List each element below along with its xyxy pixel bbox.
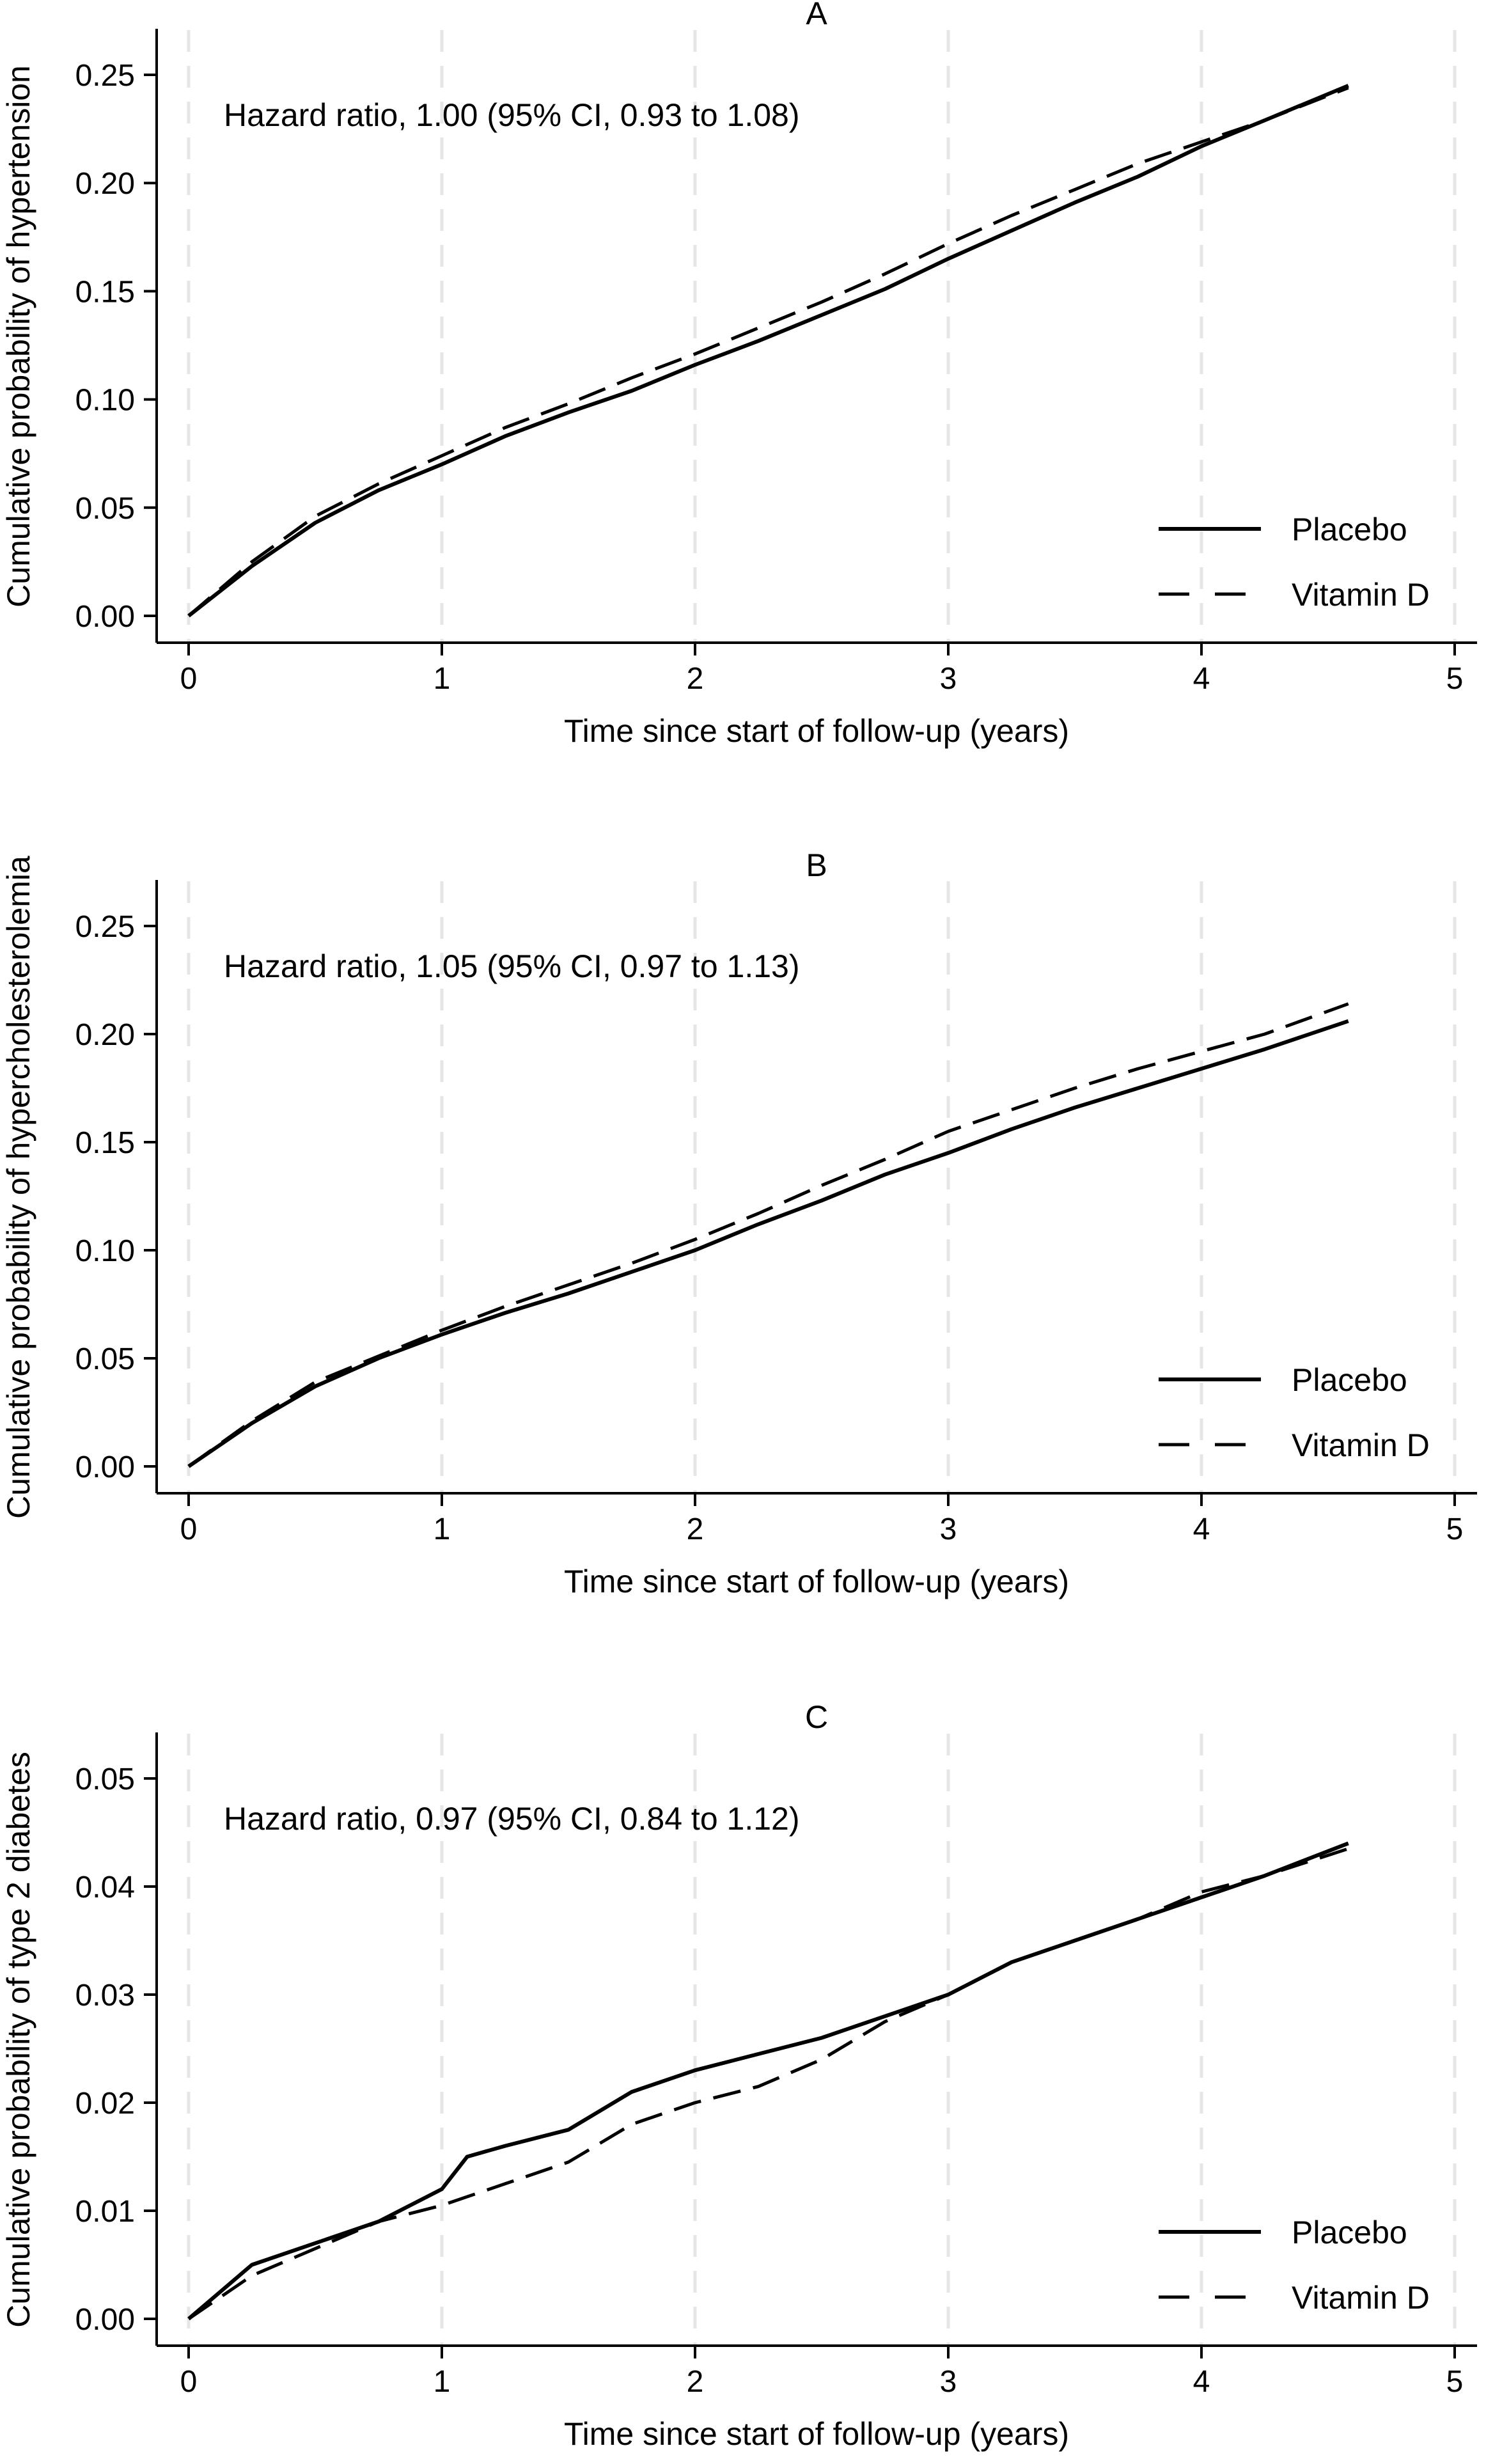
y-axis-label: Cumulative probability of hypercholester…: [1, 856, 36, 1519]
x-axis-label: Time since start of follow-up (years): [564, 713, 1069, 749]
y-tick-label: 0.02: [75, 2087, 135, 2121]
x-tick-label: 1: [434, 662, 451, 696]
legend-label: Vitamin D: [1292, 2280, 1430, 2316]
y-tick-label: 0.05: [75, 1342, 135, 1376]
legend: Placebo Vitamin D: [1159, 1362, 1430, 1463]
y-tick-label: 0.15: [75, 275, 135, 309]
y-tick-label: 0.05: [75, 492, 135, 526]
y-tick-label: 0.25: [75, 910, 135, 944]
series-line-placebo: [187, 1019, 1349, 1468]
y-tick-label: 0.10: [75, 384, 135, 418]
series-line-placebo: [187, 84, 1349, 618]
x-tick-label: 1: [434, 1512, 451, 1546]
legend-label: Placebo: [1292, 1362, 1407, 1398]
y-axis-label: Cumulative probability of type 2 diabete…: [1, 1752, 36, 2328]
y-tick-label: 0.04: [75, 1871, 135, 1904]
x-axis-label: Time since start of follow-up (years): [564, 2416, 1069, 2452]
y-tick-label: 0.10: [75, 1234, 135, 1268]
x-tick-label: 5: [1446, 1512, 1464, 1546]
x-tick-label: 4: [1193, 2365, 1210, 2399]
x-tick-label: 4: [1193, 662, 1210, 696]
x-tick-label: 2: [687, 1512, 704, 1546]
panel-title: B: [806, 847, 827, 883]
y-tick-label: 0.03: [75, 1979, 135, 2013]
hazard-ratio-annotation: Hazard ratio, 0.97 (95% CI, 0.84 to 1.12…: [224, 1801, 800, 1837]
y-tick-label: 0.05: [75, 1762, 135, 1796]
y-tick-label: 0.00: [75, 600, 135, 634]
y-tick-label: 0.00: [75, 2303, 135, 2337]
x-tick-label: 3: [940, 1512, 957, 1546]
series-line-vitamin-d: [187, 1002, 1349, 1468]
x-tick-label: 0: [180, 662, 198, 696]
x-tick-label: 2: [687, 662, 704, 696]
chart-panel-c: 0.00 0.01 0.02 0.03 0.04 0.05 0 1 2 3 4 5 C Hazard ra…: [1, 1699, 1477, 2452]
legend-label: Placebo: [1292, 512, 1407, 547]
x-tick-label: 3: [940, 662, 957, 696]
panel-title: C: [805, 1699, 828, 1735]
legend-label: Vitamin D: [1292, 577, 1430, 613]
x-tick-label: 0: [180, 1512, 198, 1546]
y-tick-label: 0.25: [75, 59, 135, 93]
y-tick-label: 0.15: [75, 1126, 135, 1160]
legend: Placebo Vitamin D: [1159, 2215, 1430, 2316]
y-tick-label: 0.20: [75, 167, 135, 201]
series-line-vitamin-d: [187, 1847, 1349, 2321]
y-tick-label: 0.01: [75, 2195, 135, 2229]
x-tick-label: 5: [1446, 662, 1464, 696]
y-axis-label: Cumulative probability of hypertension: [1, 65, 36, 608]
chart-panel-a: 0.00 0.05 0.10 0.15 0.20 0.25 0 1 2 3 4 5 A Hazard ra…: [1, 0, 1477, 749]
legend-label: Vitamin D: [1292, 1427, 1430, 1463]
y-tick-label: 0.20: [75, 1018, 135, 1052]
x-tick-label: 0: [180, 2365, 198, 2399]
hazard-ratio-annotation: Hazard ratio, 1.05 (95% CI, 0.97 to 1.13…: [224, 948, 800, 984]
x-tick-label: 3: [940, 2365, 957, 2399]
legend: Placebo Vitamin D: [1159, 512, 1430, 613]
x-tick-label: 5: [1446, 2365, 1464, 2399]
series-line-vitamin-d: [187, 86, 1349, 617]
x-tick-label: 1: [434, 2365, 451, 2399]
chart-panel-b: 0.00 0.05 0.10 0.15 0.20 0.25 0 1 2 3 4 5 B Hazard ra…: [1, 847, 1477, 1599]
legend-label: Placebo: [1292, 2215, 1407, 2250]
x-tick-label: 4: [1193, 1512, 1210, 1546]
x-tick-label: 2: [687, 2365, 704, 2399]
panel-title: A: [806, 0, 827, 31]
x-axis-label: Time since start of follow-up (years): [564, 1564, 1069, 1599]
hazard-ratio-annotation: Hazard ratio, 1.00 (95% CI, 0.93 to 1.08…: [224, 97, 800, 133]
y-tick-label: 0.00: [75, 1450, 135, 1484]
